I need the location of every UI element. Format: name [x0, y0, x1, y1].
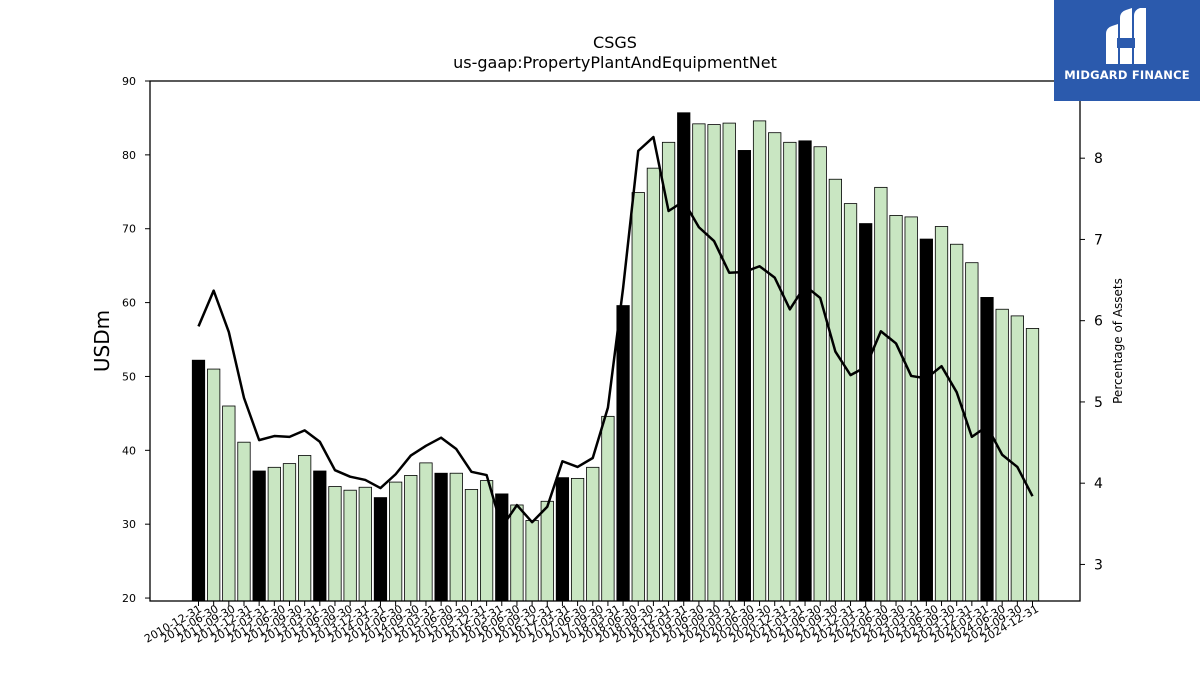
bar	[631, 192, 645, 602]
bar	[449, 472, 463, 602]
bar	[889, 215, 903, 602]
y2-tick-label: 7	[1094, 232, 1103, 248]
y2-tick-label: 4	[1094, 476, 1103, 492]
y2-tick-label: 3	[1094, 557, 1103, 573]
bar	[510, 504, 524, 602]
bar	[328, 486, 342, 602]
bar	[798, 140, 812, 602]
bar	[722, 122, 736, 602]
bar	[358, 486, 372, 602]
bar	[737, 150, 751, 602]
left-axis: 20 30 40 50 60 70 80 90	[122, 75, 150, 605]
percentage-line	[197, 135, 1034, 529]
bar	[586, 466, 600, 602]
y-tick-label: 60	[122, 297, 136, 310]
bar	[965, 262, 979, 602]
bar	[207, 368, 221, 602]
y2-axis-label: Percentage of Assets	[1111, 278, 1125, 404]
x-axis: 2010-12-312011-06-302011-09-302011-12-31…	[142, 601, 1041, 646]
bar	[464, 489, 479, 602]
bar	[191, 359, 206, 602]
bar	[434, 472, 448, 602]
right-axis: 3 4 5 6 7 8	[1080, 151, 1103, 573]
y2-tick-label: 8	[1094, 151, 1103, 167]
y-tick-label: 90	[122, 75, 136, 88]
y-tick-label: 20	[122, 592, 136, 605]
y2-tick-label: 6	[1094, 314, 1103, 330]
bar	[479, 480, 494, 602]
bar	[616, 305, 630, 602]
y-tick-label: 70	[122, 223, 136, 236]
bar	[874, 186, 888, 602]
chart-title: CSGS	[593, 33, 637, 52]
bar	[677, 112, 691, 602]
chart-subtitle: us-gaap:PropertyPlantAndEquipmentNet	[453, 53, 777, 72]
bar	[389, 481, 403, 602]
y-tick-label: 80	[122, 149, 136, 162]
bar	[707, 124, 721, 602]
y-tick-label: 40	[122, 444, 136, 457]
plot-frame	[149, 80, 1081, 602]
bar	[768, 132, 782, 602]
bar	[783, 141, 797, 602]
bar	[222, 405, 236, 602]
midgard-logo-icon	[1106, 8, 1146, 64]
bar	[404, 475, 418, 602]
bar	[570, 477, 585, 602]
bar	[919, 238, 933, 602]
bar	[828, 178, 842, 602]
bar	[601, 415, 615, 602]
bar	[904, 216, 918, 602]
bar	[646, 167, 661, 602]
bar	[692, 123, 706, 602]
bar	[525, 520, 539, 602]
bar	[859, 223, 873, 602]
bar	[934, 226, 949, 602]
midgard-finance-logo: MIDGARD FINANCE	[1054, 0, 1200, 101]
bar	[343, 489, 357, 602]
bar	[752, 120, 767, 602]
y-tick-label: 50	[122, 370, 136, 383]
bar	[1025, 328, 1040, 602]
line-layer	[197, 135, 1034, 529]
bar	[1010, 315, 1024, 602]
bar	[267, 466, 281, 602]
bar	[950, 243, 964, 602]
bar	[980, 297, 994, 602]
y-tick-label: 30	[122, 518, 136, 531]
bar	[373, 497, 388, 602]
bar	[252, 470, 266, 602]
bar	[555, 477, 570, 602]
bar	[298, 455, 312, 602]
bar	[282, 463, 297, 602]
bar	[843, 203, 858, 602]
logo-text: MIDGARD FINANCE	[1064, 68, 1190, 82]
bar	[419, 462, 433, 602]
y2-tick-label: 5	[1094, 395, 1103, 411]
bar	[313, 470, 327, 602]
bar	[540, 500, 554, 602]
bar	[813, 146, 827, 602]
bar	[237, 441, 251, 602]
y-axis-label: USDm	[90, 310, 114, 372]
